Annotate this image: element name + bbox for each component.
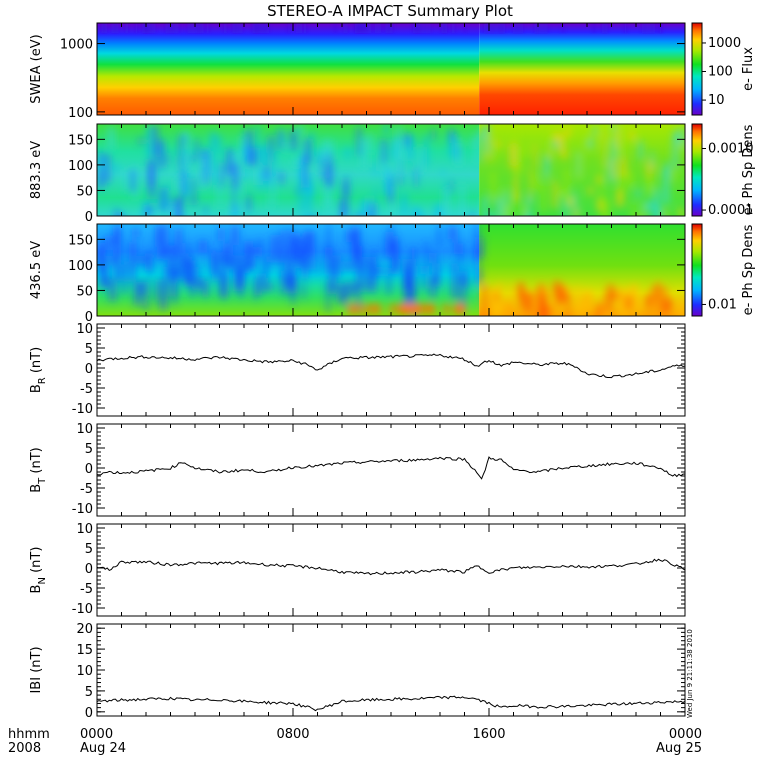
y-tick-label: 0 [85, 706, 93, 721]
heatmap-texture [97, 224, 685, 316]
colorbar-tick-label: 1000 [708, 36, 741, 51]
y-tick-label: 5 [85, 542, 93, 557]
y-tick-label: 20 [76, 622, 93, 637]
y-tick-label: -5 [80, 582, 93, 597]
heatmap-region-post [479, 23, 685, 115]
y-tick-label: 10 [76, 664, 93, 679]
heatmap-0 [97, 23, 685, 115]
series-line-4 [96, 456, 686, 480]
series-line-3 [96, 353, 686, 379]
panel-frame [96, 423, 686, 517]
y-axis-label: SWEA (eV) [29, 34, 44, 103]
x-tick-sublabel: Aug 24 [80, 741, 126, 756]
series-line-6 [96, 695, 686, 712]
heatmap-2 [97, 224, 685, 316]
y-tick-label: 10 [76, 422, 93, 437]
y-axis-label: BR (nT) [29, 347, 48, 393]
y-tick-label: 10 [76, 322, 93, 337]
x-tick-sublabel: Aug 25 [656, 741, 702, 756]
colorbar-0 [691, 22, 703, 116]
plot-title: STEREO-A IMPACT Summary Plot [267, 2, 513, 20]
colorbar-tick-label: 100 [708, 65, 733, 80]
y-tick-label: 10 [76, 522, 93, 537]
panel-frame [96, 323, 686, 417]
y-axis-label: IBI (nT) [29, 646, 44, 693]
x-tick-label: 0800 [276, 727, 309, 742]
y-tick-label: 0 [85, 462, 93, 477]
y-axis-label: 883.3 eV [29, 141, 44, 199]
colorbar-tick-label: 0.0001 [708, 203, 754, 218]
x-unit-label: hhmm [8, 727, 50, 742]
x-year-label: 2008 [8, 741, 41, 756]
y-tick-label: 50 [76, 284, 93, 299]
heatmap-region-pre [97, 23, 480, 115]
y-tick-label: 0 [85, 210, 93, 225]
y-tick-label: 5 [85, 442, 93, 457]
x-tick-label: 1600 [472, 727, 505, 742]
panel-frame [96, 623, 686, 717]
y-tick-label: -10 [72, 402, 93, 417]
heatmap-texture [101, 23, 662, 33]
y-tick-label: 100 [68, 159, 93, 174]
colorbar-label: e- Ph Sp Dens [741, 224, 756, 315]
y-tick-label: 150 [68, 133, 93, 148]
colorbar-1 [691, 123, 703, 217]
heatmap-texture [98, 124, 685, 216]
y-tick-label: 15 [76, 643, 93, 658]
colorbar-label: e- Ph Sp Dens [741, 124, 756, 215]
x-tick-label: 0000 [80, 727, 113, 742]
colorbar-tick-label: 0.01 [708, 297, 737, 312]
y-tick-label: -10 [72, 502, 93, 517]
y-axis-label: BT (nT) [29, 447, 48, 493]
y-tick-label: 0 [85, 310, 93, 325]
y-tick-label: 5 [85, 685, 93, 700]
series-line-5 [96, 558, 686, 576]
y-axis-label: BN (nT) [29, 547, 48, 594]
y-tick-label: -5 [80, 482, 93, 497]
y-tick-label: 50 [76, 184, 93, 199]
y-tick-label: 150 [68, 233, 93, 248]
y-tick-label: -10 [72, 602, 93, 617]
panel-frame [96, 523, 686, 617]
colorbar-label: e- Flux [741, 47, 756, 91]
y-tick-label: 100 [68, 259, 93, 274]
colorbar-tick-label: 10 [708, 93, 725, 108]
x-tick-label: 0000 [669, 727, 702, 742]
colorbar-2 [691, 223, 703, 317]
y-tick-label: 0 [85, 362, 93, 377]
y-tick-label: -5 [80, 382, 93, 397]
heatmap-1 [97, 124, 685, 216]
y-tick-label: 1000 [60, 38, 93, 53]
y-tick-label: 0 [85, 562, 93, 577]
colorbar-tick-label: 0.0010 [708, 141, 754, 156]
y-tick-label: 5 [85, 342, 93, 357]
y-axis-label: 436.5 eV [29, 241, 44, 299]
y-tick-label: 100 [68, 106, 93, 121]
timestamp-label: Wed Jun 9 21:11:38 2010 [686, 629, 694, 718]
